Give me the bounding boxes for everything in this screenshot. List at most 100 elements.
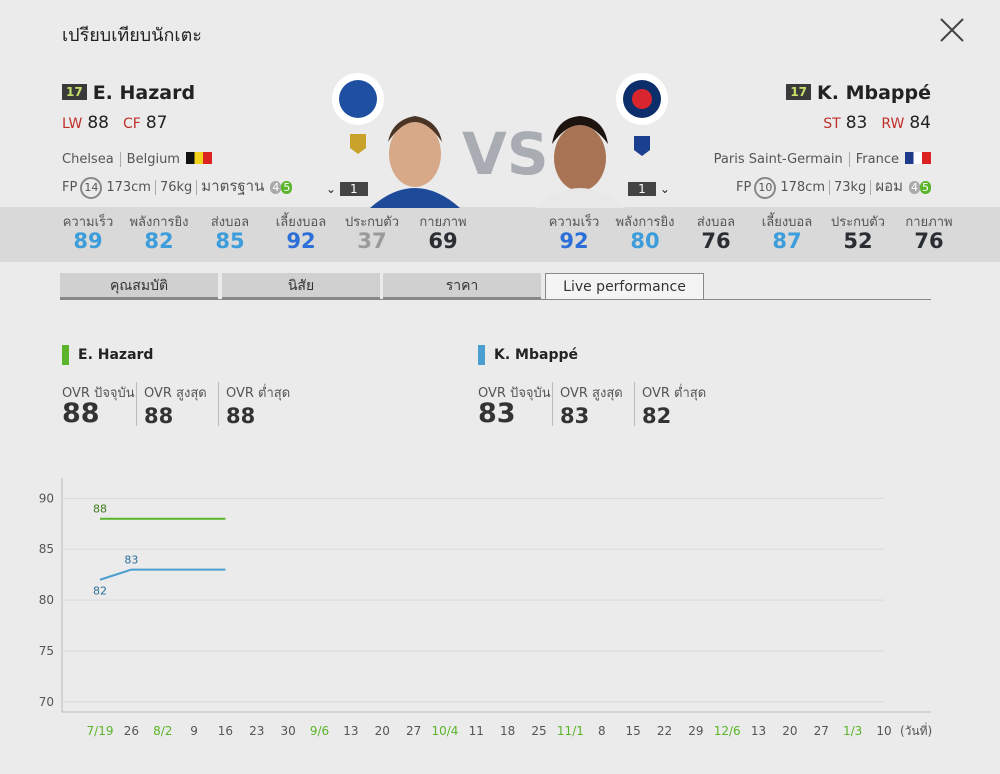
x-tick-label: 29 bbox=[688, 724, 703, 738]
ovr-value: 88 bbox=[62, 398, 100, 429]
stat-value: 82 bbox=[144, 229, 174, 253]
legend-bar bbox=[478, 345, 485, 365]
x-tick-label: 8 bbox=[598, 724, 606, 738]
position-ovr: 84 bbox=[909, 113, 931, 133]
tab[interactable]: นิสัย bbox=[222, 273, 380, 299]
stat-value: 52 bbox=[843, 229, 873, 253]
body-type: ผอม bbox=[875, 177, 903, 195]
x-tick-label: 9 bbox=[190, 724, 198, 738]
flag bbox=[185, 152, 212, 164]
stat-label: กายภาพ bbox=[905, 215, 953, 230]
tab[interactable]: Live performance bbox=[545, 273, 704, 299]
club-nation: Paris Saint-Germain France bbox=[714, 152, 931, 167]
series-line bbox=[99, 568, 226, 581]
stat-value: 85 bbox=[215, 229, 245, 253]
x-tick-label: 10 bbox=[876, 724, 891, 738]
ovr-value: 83 bbox=[560, 404, 590, 428]
stat-value: 92 bbox=[559, 229, 589, 253]
x-tick-label: 26 bbox=[124, 724, 139, 738]
fp: 14 bbox=[80, 177, 103, 199]
positions: LW 88 CF 87 bbox=[62, 113, 167, 133]
x-tick-label: 20 bbox=[375, 724, 390, 738]
stat-label: กายภาพ bbox=[419, 215, 467, 230]
height: 178cm bbox=[780, 180, 825, 195]
ovr-sep bbox=[552, 382, 553, 426]
physical: FP 10 178cm 73kg ผอม 4 5 bbox=[736, 174, 931, 199]
ovr-value: 88 bbox=[226, 404, 256, 428]
x-tick-label: 7/19 bbox=[87, 724, 114, 738]
stat-label: ความเร็ว bbox=[548, 215, 600, 230]
stat-value: 37 bbox=[357, 229, 387, 253]
y-tick-label: 75 bbox=[39, 644, 54, 658]
level-badge: 1 bbox=[339, 182, 368, 196]
x-tick-label: 25 bbox=[531, 724, 546, 738]
level: 1 ⌄ bbox=[628, 182, 670, 196]
stat-value: 89 bbox=[73, 229, 103, 253]
legend-name: K. Mbappé bbox=[494, 347, 578, 363]
position-ovr: 87 bbox=[145, 113, 168, 133]
weight: 73kg bbox=[833, 180, 867, 195]
skill-moves: 5 bbox=[281, 181, 293, 194]
flag bbox=[905, 152, 931, 164]
position: ST bbox=[823, 116, 841, 132]
stat-label: ส่งบอล bbox=[210, 215, 250, 230]
x-tick-label: 27 bbox=[814, 724, 829, 738]
stat-label: ประกบตัว bbox=[344, 215, 400, 230]
body-type: มาตรฐาน bbox=[201, 177, 265, 195]
level-badge: 1 bbox=[628, 182, 656, 196]
stat-label: ประกบตัว bbox=[830, 215, 886, 230]
legend-bar bbox=[62, 345, 69, 365]
x-tick-label: 30 bbox=[281, 724, 296, 738]
sep bbox=[154, 180, 156, 195]
position-ovr: 83 bbox=[845, 113, 868, 133]
chevron: ⌄ bbox=[326, 182, 340, 196]
chart: 70 75 80 85 90 7/19 26 8/2 9 16 23 30 9/6 13 20 27 10/4 1… bbox=[39, 478, 932, 738]
ovr-label: OVR ปัจจุบัน bbox=[478, 386, 551, 401]
sep bbox=[828, 180, 830, 195]
ovr-value: 83 bbox=[478, 398, 516, 429]
tab-line bbox=[60, 299, 931, 300]
fp-label: FP bbox=[62, 180, 78, 195]
ovr-sep bbox=[634, 382, 635, 426]
x-tick-label: 13 bbox=[343, 724, 358, 738]
close-button[interactable] bbox=[938, 16, 966, 44]
player-name-row: 17 K. Mbappé bbox=[786, 82, 931, 104]
club-nation: Chelsea Belgium bbox=[62, 152, 212, 167]
nation: France bbox=[855, 152, 899, 167]
tab[interactable]: คุณสมบัติ bbox=[60, 273, 218, 299]
x-tick-label: 20 bbox=[782, 724, 797, 738]
stat-value: 69 bbox=[428, 229, 458, 253]
data-label: 82 bbox=[93, 585, 107, 598]
x-tick-label: 16 bbox=[218, 724, 233, 738]
x-tick-label: 18 bbox=[500, 724, 515, 738]
position: CF bbox=[123, 116, 141, 132]
ovr-label: OVR ปัจจุบัน bbox=[62, 386, 135, 401]
player-name: K. Mbappé bbox=[817, 82, 931, 104]
x-tick-label: 1/3 bbox=[843, 724, 862, 738]
x-tick-label: 11 bbox=[469, 724, 484, 738]
vs-text: VS bbox=[462, 120, 549, 188]
stat-label: เลี้ยงบอล bbox=[761, 215, 813, 230]
x-tick-label: 13 bbox=[751, 724, 766, 738]
stat-label: พลังการยิง bbox=[615, 215, 675, 230]
stat-value: 92 bbox=[286, 229, 316, 253]
data-label: 83 bbox=[124, 554, 138, 567]
club: Paris Saint-Germain bbox=[713, 152, 843, 167]
level: ⌄ 1 bbox=[326, 182, 368, 196]
stat-label: เลี้ยงบอล bbox=[275, 215, 327, 230]
player-name-row: 17 E. Hazard bbox=[62, 82, 195, 104]
chevron: ⌄ bbox=[656, 182, 670, 196]
height: 173cm bbox=[106, 180, 151, 195]
y-tick-label: 85 bbox=[39, 542, 54, 556]
club: Chelsea bbox=[62, 152, 114, 167]
position: RW bbox=[881, 116, 905, 132]
player-name: E. Hazard bbox=[92, 82, 196, 104]
position: LW bbox=[62, 116, 83, 132]
position-ovr: 88 bbox=[87, 113, 109, 133]
stat-value: 80 bbox=[630, 229, 660, 253]
x-tick-label: 15 bbox=[625, 724, 640, 738]
x-tick-label: 10/4 bbox=[431, 724, 458, 738]
player-images bbox=[332, 73, 668, 208]
tab[interactable]: ราคา bbox=[383, 273, 541, 299]
